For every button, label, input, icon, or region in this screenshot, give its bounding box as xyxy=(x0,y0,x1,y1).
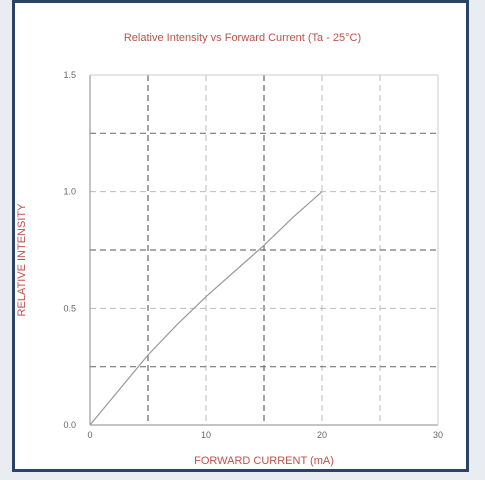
x-tick-label: 0 xyxy=(87,430,92,440)
series-line xyxy=(89,191,323,426)
x-tick-label: 10 xyxy=(201,430,211,440)
chart-title: Relative Intensity vs Forward Current (T… xyxy=(123,32,362,44)
chart-frame xyxy=(12,0,469,472)
x-tick-label: 30 xyxy=(433,430,443,440)
y-tick-label: 1.5 xyxy=(63,70,76,80)
x-axis-label: FORWARD CURRENT (mA) xyxy=(194,455,334,467)
y-tick-label: 0.0 xyxy=(63,420,76,430)
y-tick-label: 1.0 xyxy=(63,187,76,197)
y-tick-label: 0.5 xyxy=(63,303,76,313)
x-tick-label: 20 xyxy=(317,430,327,440)
